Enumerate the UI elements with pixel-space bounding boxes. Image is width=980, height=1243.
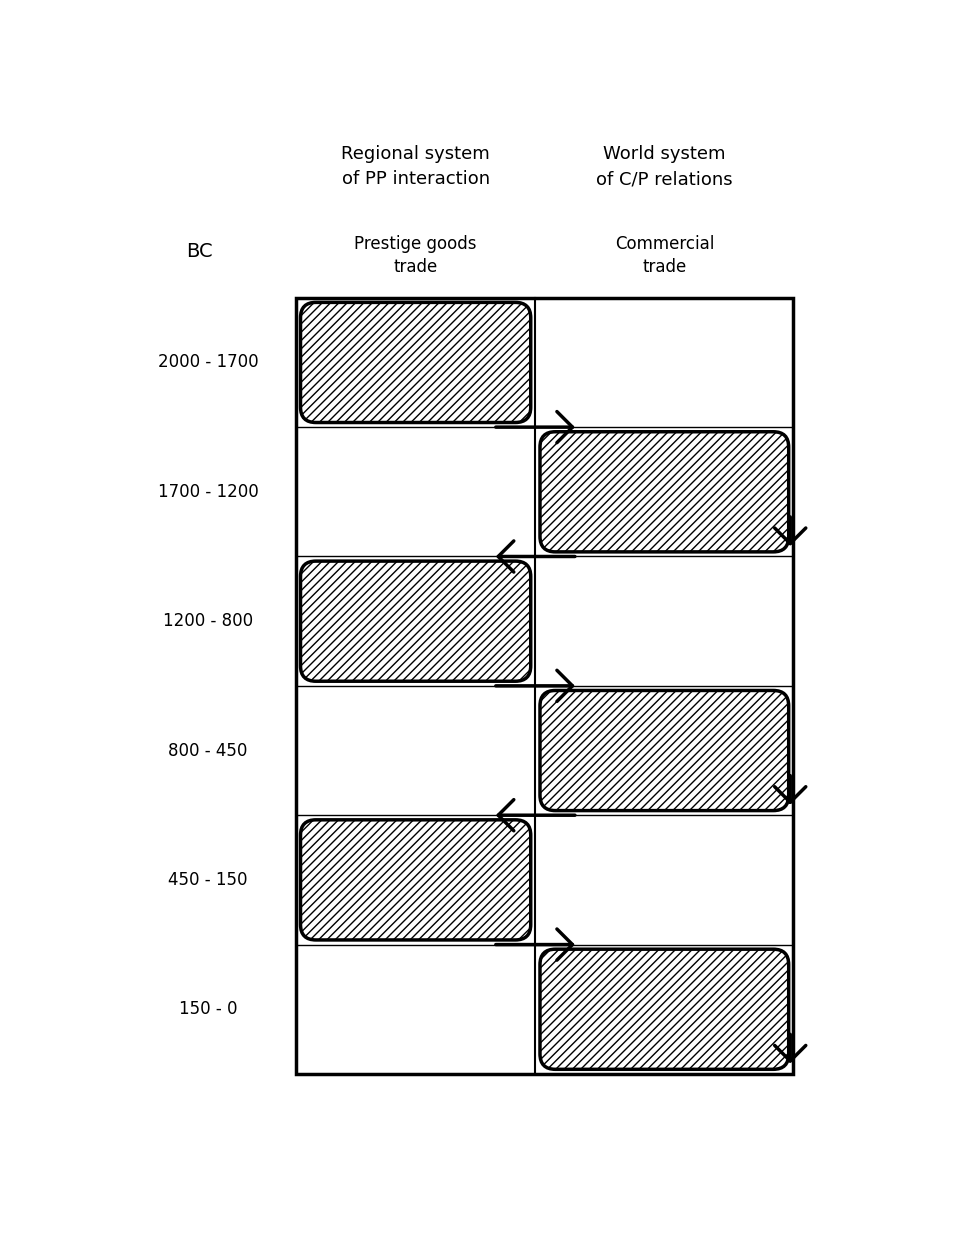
- Bar: [296, 298, 794, 1074]
- Text: 2000 - 1700: 2000 - 1700: [158, 353, 259, 372]
- Text: 450 - 150: 450 - 150: [169, 871, 248, 889]
- Text: Prestige goods
trade: Prestige goods trade: [355, 235, 477, 276]
- Text: 150 - 0: 150 - 0: [179, 1001, 237, 1018]
- FancyBboxPatch shape: [540, 431, 789, 552]
- FancyBboxPatch shape: [301, 820, 531, 940]
- FancyBboxPatch shape: [301, 561, 531, 681]
- Text: Regional system
of PP interaction: Regional system of PP interaction: [341, 145, 490, 189]
- FancyBboxPatch shape: [301, 302, 531, 423]
- Text: 1200 - 800: 1200 - 800: [163, 612, 253, 630]
- FancyBboxPatch shape: [540, 690, 789, 810]
- Text: 800 - 450: 800 - 450: [169, 742, 248, 759]
- Text: 1700 - 1200: 1700 - 1200: [158, 482, 259, 501]
- Text: World system
of C/P relations: World system of C/P relations: [596, 145, 733, 189]
- Text: Commercial
trade: Commercial trade: [614, 235, 714, 276]
- Text: BC: BC: [186, 242, 214, 261]
- FancyBboxPatch shape: [540, 950, 789, 1069]
